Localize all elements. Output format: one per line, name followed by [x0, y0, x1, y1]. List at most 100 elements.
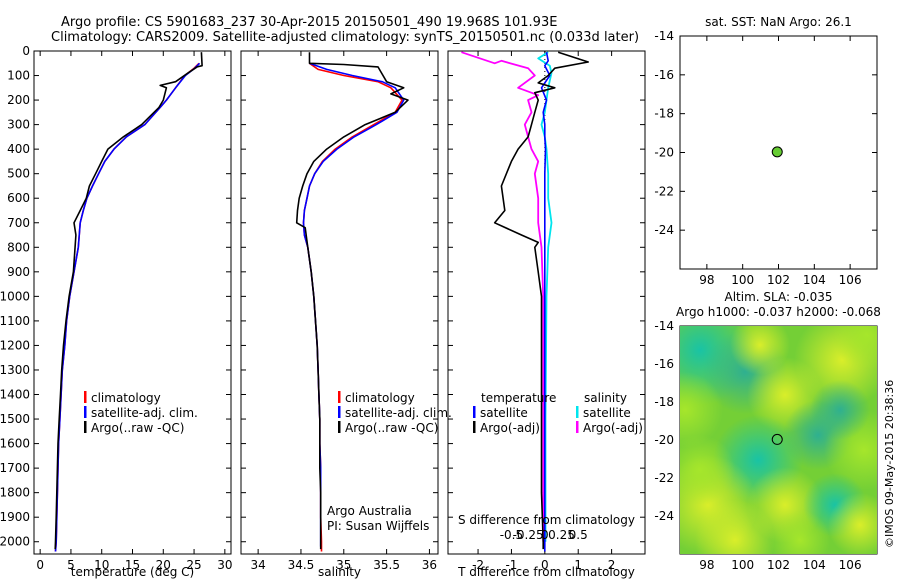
s-legend-label: satellite: [583, 406, 631, 420]
temperature-legend-swatch: [84, 406, 87, 418]
s-legend-title: salinity: [584, 391, 627, 405]
salinity-legend-swatch: [338, 391, 341, 403]
salinity-series-2: [295, 52, 409, 550]
sla-map-lon-label: 102: [767, 558, 790, 572]
sla-map-lat-label: -16: [654, 357, 674, 371]
salinity-tick-label: 36: [422, 558, 437, 572]
sla-map-lat-label: -18: [654, 395, 674, 409]
s-difference-tick-label: -0.5: [500, 528, 523, 542]
sla-map-lat-label: -24: [654, 509, 674, 523]
t-difference-tick-label: -2: [472, 558, 484, 572]
depth-tick-label: 1900: [0, 510, 30, 524]
depth-tick-label: 1200: [0, 338, 30, 352]
temperature-tick-label: 10: [94, 558, 109, 572]
depth-tick-label: 1100: [0, 314, 30, 328]
s-difference-tick-label: -0.25: [513, 528, 544, 542]
t-legend-label: satellite: [480, 406, 528, 420]
salinity-tick-label: 35: [336, 558, 351, 572]
depth-tick-label: 0: [22, 44, 30, 58]
temperature-tick-label: 5: [67, 558, 75, 572]
t-legend-swatch: [473, 406, 476, 418]
s-difference-tick-label: 0.25: [548, 528, 575, 542]
s-difference-axis-label: S difference from climatology: [458, 513, 635, 527]
depth-tick-label: 1800: [0, 486, 30, 500]
temperature-tick-label: 20: [156, 558, 171, 572]
temperature-tick-label: 25: [186, 558, 201, 572]
t-legend-swatch: [473, 421, 476, 433]
depth-tick-label: 200: [7, 93, 30, 107]
credit-line-1: Argo Australia: [327, 504, 412, 518]
panel-frame-temp: [33, 50, 232, 555]
t-difference-tick-label: 0: [541, 558, 549, 572]
t-difference-tick-label: 1: [574, 558, 582, 572]
salinity-series-0: [302, 62, 403, 552]
depth-tick-label: 1700: [0, 461, 30, 475]
profile-title: Argo profile: CS 5901683_237 30-Apr-2015…: [61, 15, 558, 30]
sla-blob-13: [828, 493, 877, 554]
depth-tick-label: 900: [7, 265, 30, 279]
diff-series-t-argo: [493, 51, 590, 550]
diff-series-s-argo: [461, 51, 545, 542]
sst-map-lon-label: 98: [699, 273, 714, 287]
temperature-legend-swatch: [84, 391, 87, 403]
depth-tick-label: 1000: [0, 289, 30, 303]
temperature-legend-swatch: [84, 421, 87, 433]
credit-line-2: PI: Susan Wijffels: [327, 519, 429, 533]
sst-map-lat-label: -18: [654, 107, 674, 121]
temperature-tick-label: 15: [125, 558, 140, 572]
sst-map-title: sat. SST: NaN Argo: 26.1: [705, 15, 852, 29]
sla-blob-16: [680, 435, 735, 505]
argo-position-dot: [771, 146, 783, 158]
temperature-axis-label: temperature (deg C): [71, 565, 194, 579]
s-legend-label: Argo(-adj): [583, 421, 643, 435]
s-difference-tick-label: 0: [541, 528, 549, 542]
temperature-tick-label: 0: [36, 558, 44, 572]
sst-map-lat-label: -16: [654, 68, 674, 82]
temperature-tick-label: 30: [217, 558, 232, 572]
t-legend-title: temperature: [481, 391, 556, 405]
salinity-legend-label: climatology: [345, 391, 415, 405]
sla-blob-5: [832, 326, 877, 370]
t-difference-axis-label: T difference from climatology: [457, 565, 635, 579]
t-difference-tick-label: 2: [608, 558, 616, 572]
salinity-legend-swatch: [338, 406, 341, 418]
salinity-legend-label: Argo(..raw -QC): [345, 421, 438, 435]
sst-map-lon-label: 106: [839, 273, 862, 287]
s-difference-tick-label: 0.5: [569, 528, 588, 542]
sla-map-lat-label: -14: [654, 319, 674, 333]
depth-tick-label: 400: [7, 142, 30, 156]
temperature-legend-label: satellite-adj. clim.: [91, 406, 198, 420]
temperature-legend-label: climatology: [91, 391, 161, 405]
s-legend-swatch: [576, 406, 579, 418]
copyright-stamp: ©IMOS 09-May-2015 20:38:36: [883, 380, 896, 548]
sla-blob-2: [680, 372, 723, 448]
depth-tick-label: 1300: [0, 363, 30, 377]
sla-map-lon-label: 104: [803, 558, 826, 572]
salinity-tick-label: 35.5: [373, 558, 400, 572]
sst-map-lat-label: -14: [654, 29, 674, 43]
sla-map-title-1: Altim. SLA: -0.035: [724, 290, 832, 304]
temperature-series-2: [54, 52, 203, 550]
salinity-axis-label: salinity: [318, 565, 361, 579]
salinity-legend-swatch: [338, 421, 341, 433]
sst-map-lon-label: 100: [731, 273, 754, 287]
diff-series-t-satellite: [540, 52, 551, 552]
depth-tick-label: 1600: [0, 437, 30, 451]
sla-map-lon-label: 100: [731, 558, 754, 572]
panel-frame-diff: [447, 50, 646, 555]
sst-map-lat-label: -22: [654, 184, 674, 198]
depth-tick-label: 300: [7, 118, 30, 132]
s-legend-swatch: [576, 421, 579, 433]
depth-tick-label: 100: [7, 69, 30, 83]
depth-tick-label: 2000: [0, 535, 30, 549]
depth-tick-label: 800: [7, 240, 30, 254]
sla-map-title-2: Argo h1000: -0.037 h2000: -0.068: [676, 305, 881, 319]
sla-map-lat-label: -22: [654, 471, 674, 485]
salinity-legend-label: satellite-adj. clim.: [345, 406, 452, 420]
sst-map-lon-label: 104: [803, 273, 826, 287]
depth-tick-label: 500: [7, 167, 30, 181]
salinity-tick-label: 34.5: [288, 558, 315, 572]
t-difference-tick-label: -1: [505, 558, 517, 572]
sst-map-lat-label: -20: [654, 146, 674, 160]
